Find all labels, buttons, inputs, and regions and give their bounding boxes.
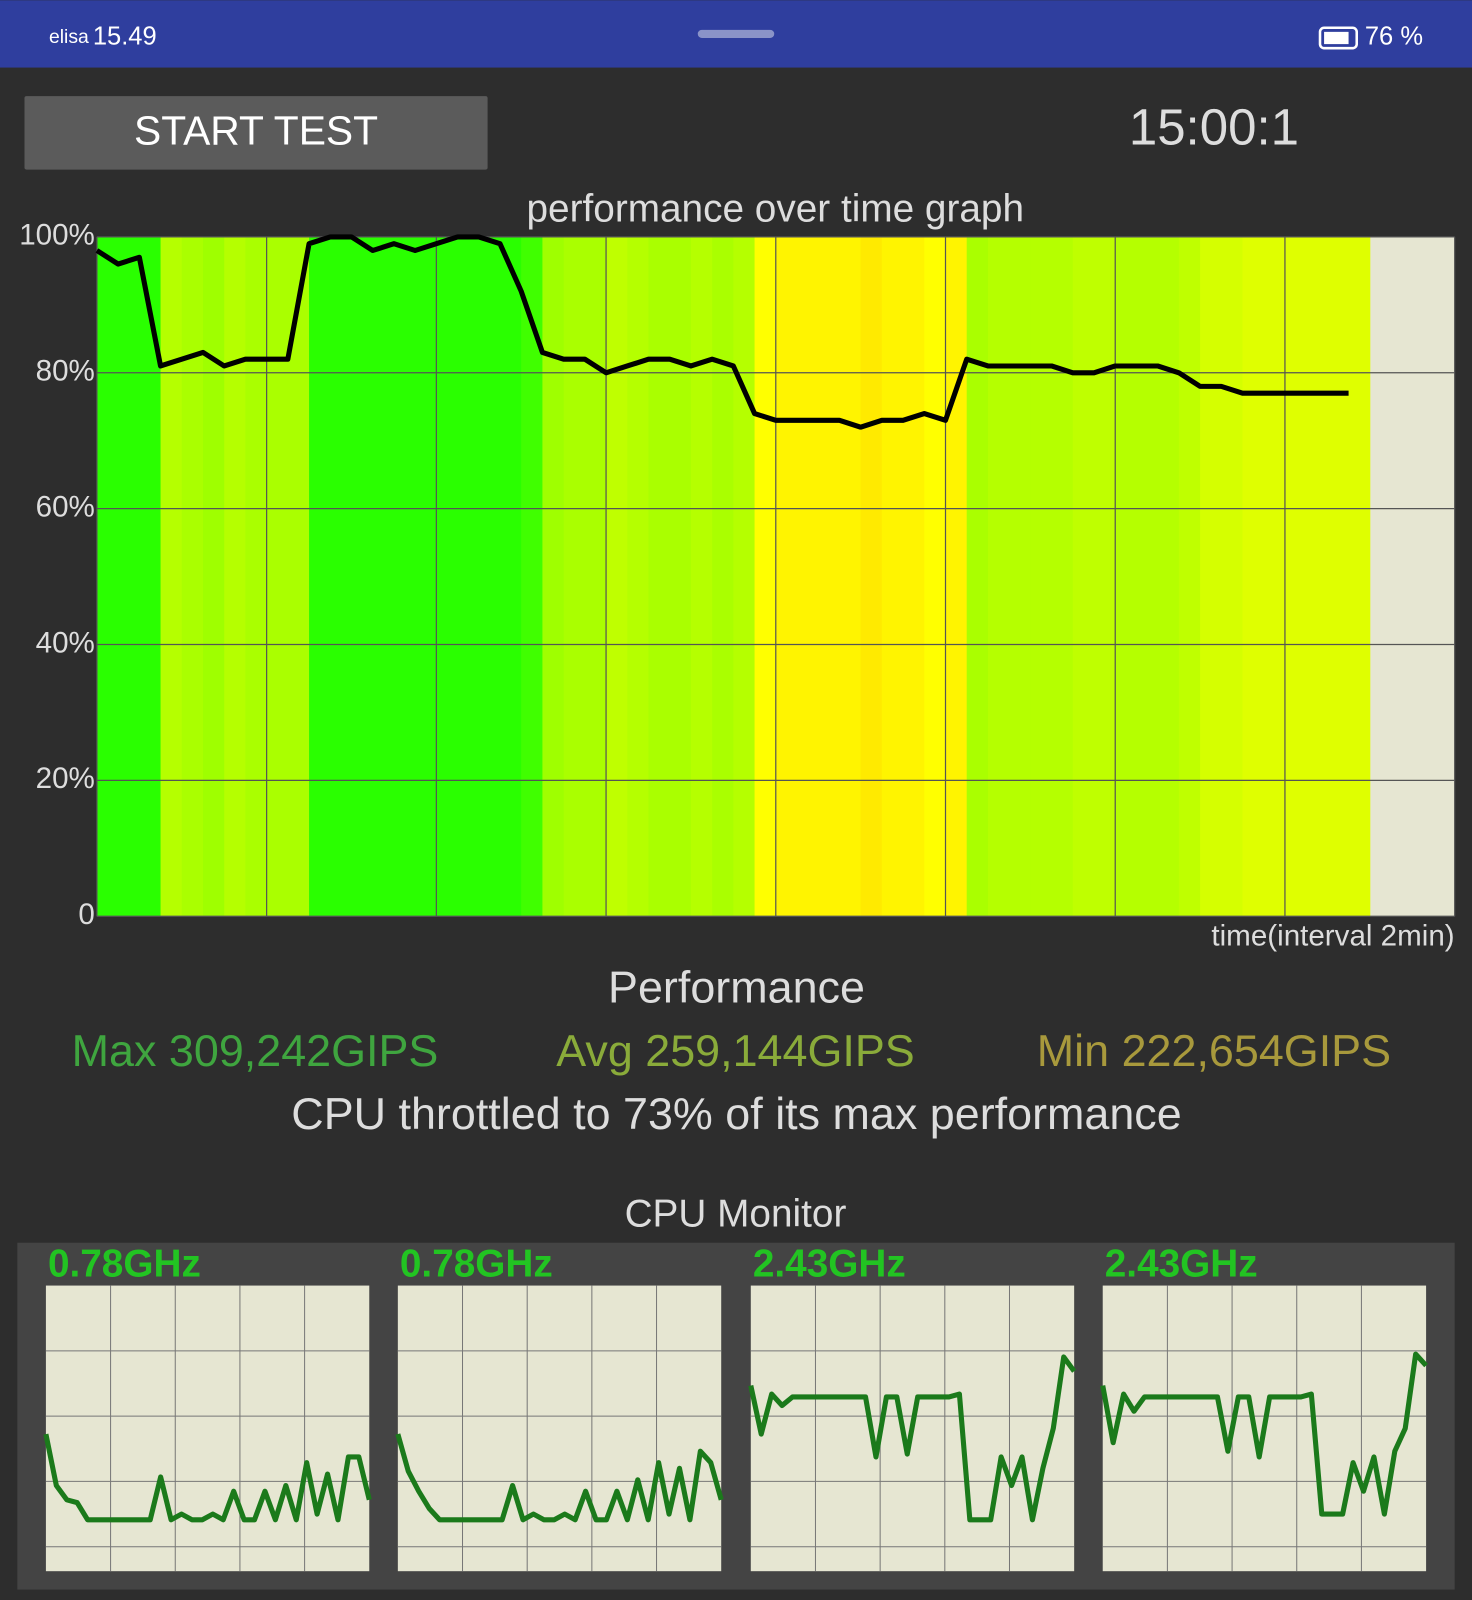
performance-column: [415, 236, 437, 917]
performance-column: [924, 236, 947, 917]
performance-column: [160, 236, 183, 917]
performance-column: [987, 236, 1010, 917]
performance-column: [712, 236, 734, 917]
core-frequency: 0.78GHz: [400, 1242, 553, 1285]
performance-column: [181, 236, 204, 917]
performance-column: [881, 236, 904, 917]
performance-column: [139, 236, 162, 917]
series-line: [1100, 1351, 1428, 1517]
performance-column: [542, 236, 565, 917]
core-plot: [45, 1285, 370, 1572]
performance-column: [839, 236, 862, 917]
core-frequency: 0.78GHz: [48, 1242, 201, 1285]
performance-column: [457, 236, 480, 917]
performance-column: [563, 236, 586, 917]
performance-column: [1348, 236, 1371, 917]
performance-column: [796, 236, 819, 917]
performance-column: [287, 236, 310, 917]
stat-max: Max 309,242GIPS: [72, 1025, 439, 1076]
performance-column: [1009, 236, 1031, 917]
performance-column: [351, 236, 374, 917]
throttle-summary: CPU throttled to 73% of its max performa…: [291, 1088, 1181, 1139]
y-tick-label: 0: [78, 898, 94, 931]
performance-column: [1306, 236, 1328, 917]
stat-avg: Avg 259,144GIPS: [556, 1025, 914, 1076]
start-button[interactable]: [24, 96, 488, 170]
core-frequency: 2.43GHz: [753, 1242, 906, 1285]
performance-column: [478, 236, 501, 917]
performance-column: [118, 236, 140, 917]
performance-column: [584, 236, 607, 917]
performance-column: [266, 236, 289, 917]
performance-column: [499, 236, 522, 917]
performance-column: [669, 236, 692, 917]
performance-column: [96, 236, 119, 917]
performance-column: [690, 236, 713, 917]
performance-column: [1221, 236, 1244, 917]
series-line: [43, 1433, 372, 1523]
core-plot: [397, 1285, 722, 1572]
series-line: [95, 234, 1349, 430]
carrier: elisa: [49, 26, 89, 48]
cpu-monitor-title: CPU Monitor: [625, 1192, 847, 1235]
performance-column: [1178, 236, 1201, 917]
y-tick-label: 20%: [36, 762, 95, 795]
performance-column: [818, 236, 840, 917]
performance-column: [372, 236, 395, 917]
performance-column: [521, 236, 543, 917]
performance-column: [1072, 236, 1095, 917]
performance-column: [330, 236, 352, 917]
performance-column: [945, 236, 968, 917]
performance-column: [966, 236, 989, 917]
y-tick-label: 60%: [36, 490, 95, 523]
stat-min: Min 222,654GIPS: [1037, 1025, 1391, 1076]
x-axis-label: time(interval 2min): [1211, 920, 1454, 953]
performance-column: [1200, 236, 1222, 917]
chart-title: performance over time graph: [527, 188, 1025, 231]
stats-title: Performance: [608, 962, 865, 1013]
performance-column: [627, 236, 650, 917]
performance-column: [1263, 236, 1286, 917]
start-button-label[interactable]: START TEST: [134, 108, 378, 154]
performance-column: [1094, 236, 1116, 917]
y-tick-label: 100%: [19, 219, 95, 252]
performance-column: [245, 236, 268, 917]
performance-column: [1157, 236, 1180, 917]
performance-column: [775, 236, 798, 917]
performance-column: [202, 236, 225, 917]
performance-column: [1242, 236, 1265, 917]
performance-column: [393, 236, 416, 917]
performance-column: [1051, 236, 1074, 917]
performance-column: [648, 236, 671, 917]
performance-column: [436, 236, 459, 917]
battery-text: 76 %: [1365, 23, 1423, 51]
performance-column: [903, 236, 925, 917]
performance-column: [606, 236, 628, 917]
y-tick-label: 80%: [36, 355, 95, 388]
battery-icon: [1318, 26, 1359, 50]
series-line: [395, 1433, 724, 1523]
drag-handle: [697, 29, 775, 38]
core-frequency: 2.43GHz: [1105, 1242, 1258, 1285]
timer: 15:00:1: [1129, 98, 1299, 155]
performance-column: [1284, 236, 1307, 917]
performance-column: [1030, 236, 1053, 917]
clock: 15.49: [93, 23, 157, 51]
series-line: [748, 1354, 1077, 1523]
battery-level: [1324, 31, 1349, 45]
performance-column: [1136, 236, 1159, 917]
performance-column: [309, 236, 331, 917]
performance-column: [860, 236, 883, 917]
performance-column: [224, 236, 246, 917]
y-tick-label: 40%: [36, 626, 95, 659]
performance-column: [754, 236, 777, 917]
performance-column: [1327, 236, 1350, 917]
performance-column: [733, 236, 756, 917]
performance-column: [1115, 236, 1137, 917]
